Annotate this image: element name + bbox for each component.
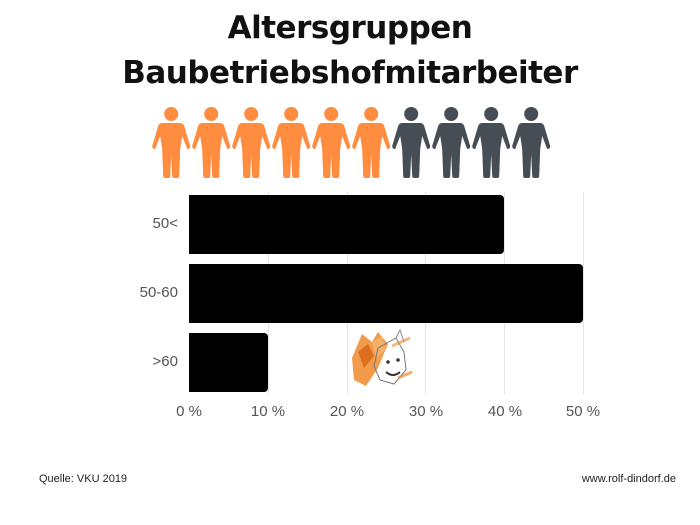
bar->60 <box>189 333 268 392</box>
person-icon <box>232 107 271 178</box>
category-label: 50-60 <box>139 284 178 301</box>
person-icon <box>312 107 351 178</box>
person-icon <box>192 107 231 178</box>
bar-50< <box>189 195 505 254</box>
person-icon <box>512 107 551 178</box>
category-label: 50< <box>152 215 178 232</box>
gridline <box>583 192 584 394</box>
person-icon <box>152 107 191 178</box>
chart-title-line2: Baubetriebshofmitarbeiter <box>122 55 578 91</box>
person-icon <box>272 107 311 178</box>
x-tick-label: 0 % <box>176 403 202 420</box>
category-label: >60 <box>152 353 178 370</box>
x-tick-label: 40 % <box>487 403 523 420</box>
person-icon <box>392 107 431 178</box>
wolf-logo-icon <box>352 328 413 386</box>
x-tick-label: 50 % <box>565 403 601 420</box>
x-tick-label: 10 % <box>250 403 286 420</box>
website-link[interactable]: www.rolf-dindorf.de <box>581 473 676 485</box>
source-note: Quelle: VKU 2019 <box>39 473 128 485</box>
x-tick-label: 20 % <box>329 403 365 420</box>
chart-title-line1: Altersgruppen <box>227 10 473 46</box>
person-icon <box>352 107 391 178</box>
bar-50-60 <box>189 264 583 323</box>
person-icon <box>472 107 511 178</box>
x-tick-label: 30 % <box>408 403 444 420</box>
person-icon <box>432 107 471 178</box>
people-pictogram <box>152 106 552 178</box>
